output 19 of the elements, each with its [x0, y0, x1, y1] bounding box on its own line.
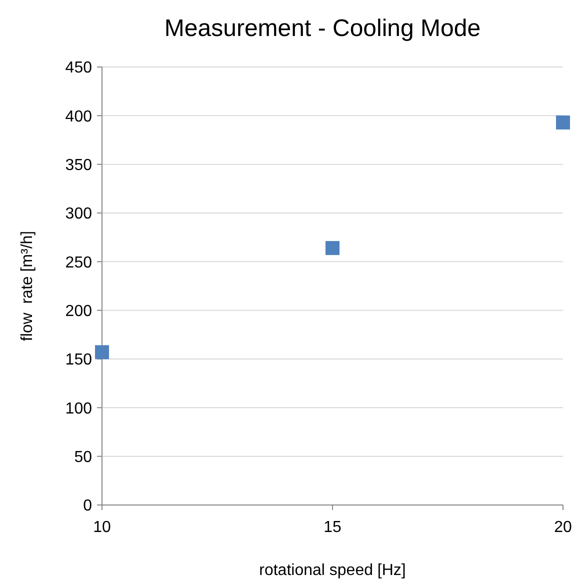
y-tick-label: 400 — [65, 108, 92, 126]
y-tick-label: 350 — [65, 156, 92, 174]
y-tick-label: 250 — [65, 254, 92, 272]
x-tick-label: 20 — [554, 519, 572, 536]
point — [326, 241, 340, 256]
y-tick-label: 150 — [65, 352, 92, 369]
point — [556, 115, 570, 130]
x-axis-title: rotational speed [Hz] — [259, 562, 406, 579]
x-tick-label: 15 — [324, 519, 342, 536]
chart-title: Measurement - Cooling Mode — [164, 15, 481, 42]
y-tick-label: 100 — [65, 400, 92, 418]
y-tick-label: 300 — [65, 206, 92, 223]
x-tick-label: 10 — [93, 519, 111, 536]
y-tick-label: 50 — [74, 448, 92, 466]
y-tick-label: 200 — [65, 302, 92, 320]
y-tick-label: 450 — [65, 60, 92, 77]
y-tick-label: 0 — [83, 498, 92, 515]
point — [95, 345, 109, 360]
y-axis-title: flow rate [m³/h] — [19, 230, 36, 342]
